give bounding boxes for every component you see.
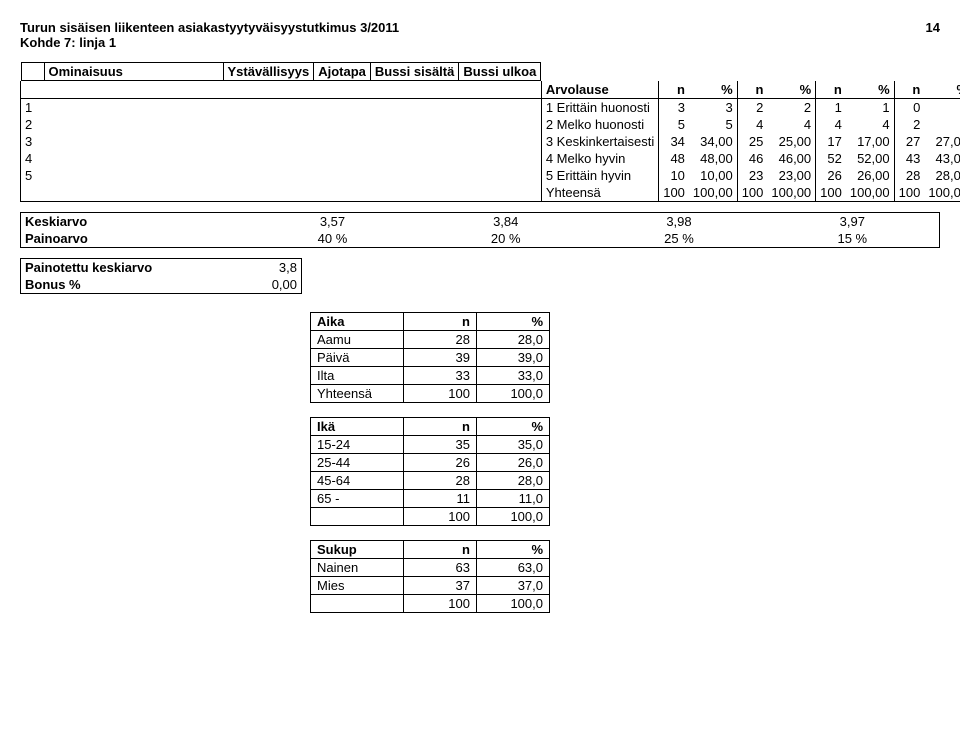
table-row: 45-642828,0 [311,472,550,490]
time-table: Aika n % Aamu2828,0Päivä3939,0Ilta3333,0… [310,312,550,403]
table-row: Yhteensä100100,00100100,00100100,0010010… [21,184,960,202]
table-row: 15-243535,0 [311,436,550,454]
table-row: 55 Erittäin hyvin1010,002323,002626,0028… [21,167,960,184]
main-table: Ominaisuus Ystävällisyys Ajotapa Bussi s… [20,62,960,202]
table-row: Painoarvo40 %20 %25 %15 % [21,230,940,248]
col-ajotapa: Ajotapa [314,62,371,81]
table-row: 65 -1111,0 [311,490,550,508]
page-subtitle: Kohde 7: linja 1 [20,35,940,50]
col-bussi-ulkoa: Bussi ulkoa [459,62,541,81]
table-row: 33 Keskinkertaisesti3434,002525,001717,0… [21,133,960,150]
page-number: 14 [926,20,940,35]
table-row: 11 Erittäin huonosti33221100 [21,99,960,117]
page-title: Turun sisäisen liikenteen asiakastyytyvä… [20,20,399,35]
table-row: Painotettu keskiarvo3,8 [21,259,302,277]
table-row: Nainen6363,0 [311,559,550,577]
table-row: 100100,0 [311,595,550,613]
col-bussi-sisalta: Bussi sisältä [371,62,460,81]
table-row: Bonus %0,00 [21,276,302,294]
col-arvolause: Arvolause [541,81,658,99]
table-row: Yhteensä100100,0 [311,385,550,403]
table-row: Mies3737,0 [311,577,550,595]
col-ystavallisyys: Ystävällisyys [224,62,315,81]
table-row: 44 Melko hyvin4848,004646,005252,004343,… [21,150,960,167]
gender-table: Sukup n % Nainen6363,0Mies3737,0100100,0 [310,540,550,613]
table-row: 100100,0 [311,508,550,526]
table-row: Päivä3939,0 [311,349,550,367]
table-row: Ilta3333,0 [311,367,550,385]
table-row: 22 Melko huonosti55444422 [21,116,960,133]
weighted-table: Painotettu keskiarvo3,8Bonus %0,00 [20,258,302,294]
table-row: Keskiarvo3,573,843,983,97 [21,213,940,231]
col-ominaisuus: Ominaisuus [45,62,224,81]
summary-table: Keskiarvo3,573,843,983,97Painoarvo40 %20… [20,212,940,248]
table-row: 25-442626,0 [311,454,550,472]
table-row: Aamu2828,0 [311,331,550,349]
age-table: Ikä n % 15-243535,025-442626,045-642828,… [310,417,550,526]
